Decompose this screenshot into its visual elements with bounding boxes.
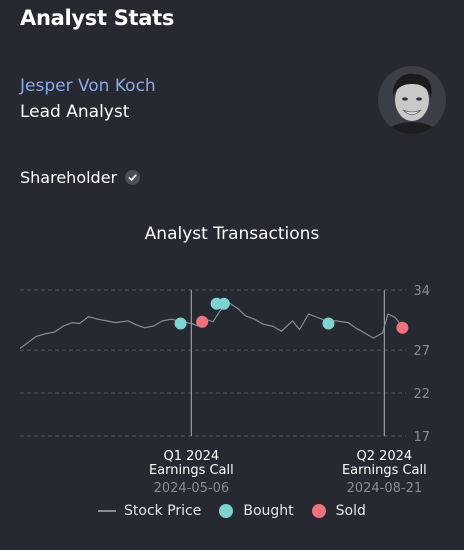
check-icon bbox=[125, 170, 141, 185]
bought-point bbox=[217, 297, 230, 310]
price-line-swatch bbox=[98, 510, 116, 512]
analyst-role: Lead Analyst bbox=[20, 102, 130, 122]
bought-dot-swatch bbox=[219, 504, 234, 518]
bought-point bbox=[174, 317, 187, 330]
shareholder-status: Shareholder bbox=[20, 168, 141, 187]
earnings-date-label: 2024-08-21 bbox=[347, 481, 423, 496]
shareholder-label: Shareholder bbox=[20, 168, 118, 187]
sold-point bbox=[396, 321, 409, 334]
stock-price-line bbox=[19, 302, 405, 349]
legend-bought-label: Bought bbox=[243, 503, 294, 519]
page-title: Analyst Stats bbox=[20, 6, 175, 30]
y-tick-label: 17 bbox=[413, 430, 430, 445]
earnings-date-label: 2024-05-06 bbox=[154, 481, 230, 496]
sold-point bbox=[196, 315, 209, 328]
y-tick-label: 34 bbox=[413, 284, 430, 299]
avatar bbox=[378, 66, 446, 134]
chart-title: Analyst Transactions bbox=[144, 224, 320, 244]
chart-legend: Stock Price Bought Sold bbox=[98, 503, 384, 519]
legend-price-label: Stock Price bbox=[124, 503, 202, 519]
earnings-call-label: Earnings Call bbox=[342, 463, 427, 478]
analyst-name-link[interactable]: Jesper Von Koch bbox=[20, 76, 156, 96]
legend-sold: Sold bbox=[311, 503, 366, 519]
legend-price: Stock Price bbox=[98, 503, 201, 519]
y-tick-label: 27 bbox=[413, 344, 430, 359]
avatar-image bbox=[378, 66, 446, 134]
earnings-quarter-label: Q2 2024 bbox=[356, 449, 412, 464]
sold-dot-swatch bbox=[311, 504, 326, 518]
legend-bought: Bought bbox=[219, 503, 294, 519]
earnings-call-label: Earnings Call bbox=[149, 463, 234, 478]
y-tick-label: 22 bbox=[413, 387, 430, 402]
earnings-quarter-label: Q1 2024 bbox=[163, 449, 219, 464]
bought-point bbox=[322, 317, 335, 330]
legend-sold-label: Sold bbox=[335, 503, 366, 519]
